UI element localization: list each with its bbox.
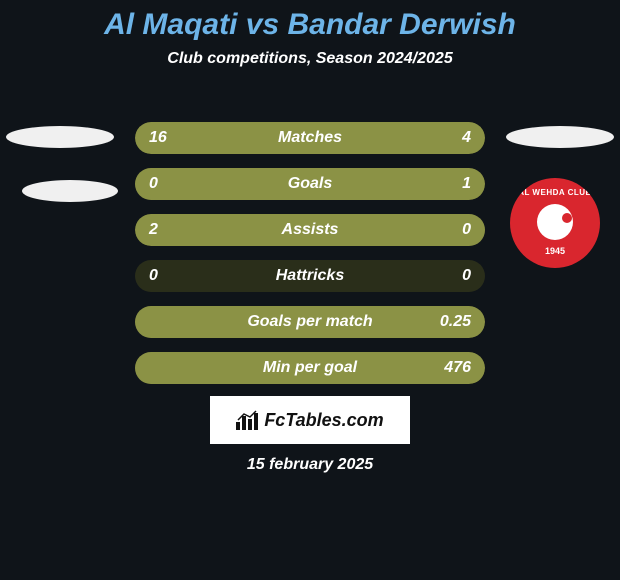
logo-text: FcTables.com	[264, 410, 383, 431]
stat-value-left: 16	[149, 129, 167, 147]
date-line: 15 february 2025	[0, 456, 620, 474]
stat-row: 2 Assists 0	[135, 214, 485, 246]
stat-value-left: 2	[149, 221, 158, 239]
stat-rows-container: 16 Matches 4 0 Goals 1 2 Assists 0 0 Hattricks 0 Goa…	[0, 122, 620, 398]
bar-right-fill	[415, 122, 485, 154]
stat-label: Matches	[278, 129, 342, 147]
stat-value-right: 1	[462, 175, 471, 193]
stat-label: Goals per match	[247, 313, 372, 331]
bar-left-fill	[135, 122, 415, 154]
stat-value-left: 0	[149, 267, 158, 285]
stat-row: Goals per match 0.25	[135, 306, 485, 338]
stat-label: Goals	[288, 175, 332, 193]
stat-label: Hattricks	[276, 267, 344, 285]
logo-box: FcTables.com	[210, 396, 410, 444]
stat-row: 16 Matches 4	[135, 122, 485, 154]
stat-value-right: 0	[462, 221, 471, 239]
stat-row: 0 Hattricks 0	[135, 260, 485, 292]
subtitle: Club competitions, Season 2024/2025	[0, 50, 620, 68]
stat-row: 0 Goals 1	[135, 168, 485, 200]
stat-label: Assists	[282, 221, 339, 239]
stat-row: Min per goal 476	[135, 352, 485, 384]
bar-chart-icon	[236, 410, 260, 430]
stat-value-right: 0.25	[440, 313, 471, 331]
stat-value-right: 0	[462, 267, 471, 285]
page-title: Al Maqati vs Bandar Derwish	[0, 0, 620, 42]
stat-label: Min per goal	[263, 359, 357, 377]
stat-value-left: 0	[149, 175, 158, 193]
stat-value-right: 476	[444, 359, 471, 377]
stat-value-right: 4	[462, 129, 471, 147]
